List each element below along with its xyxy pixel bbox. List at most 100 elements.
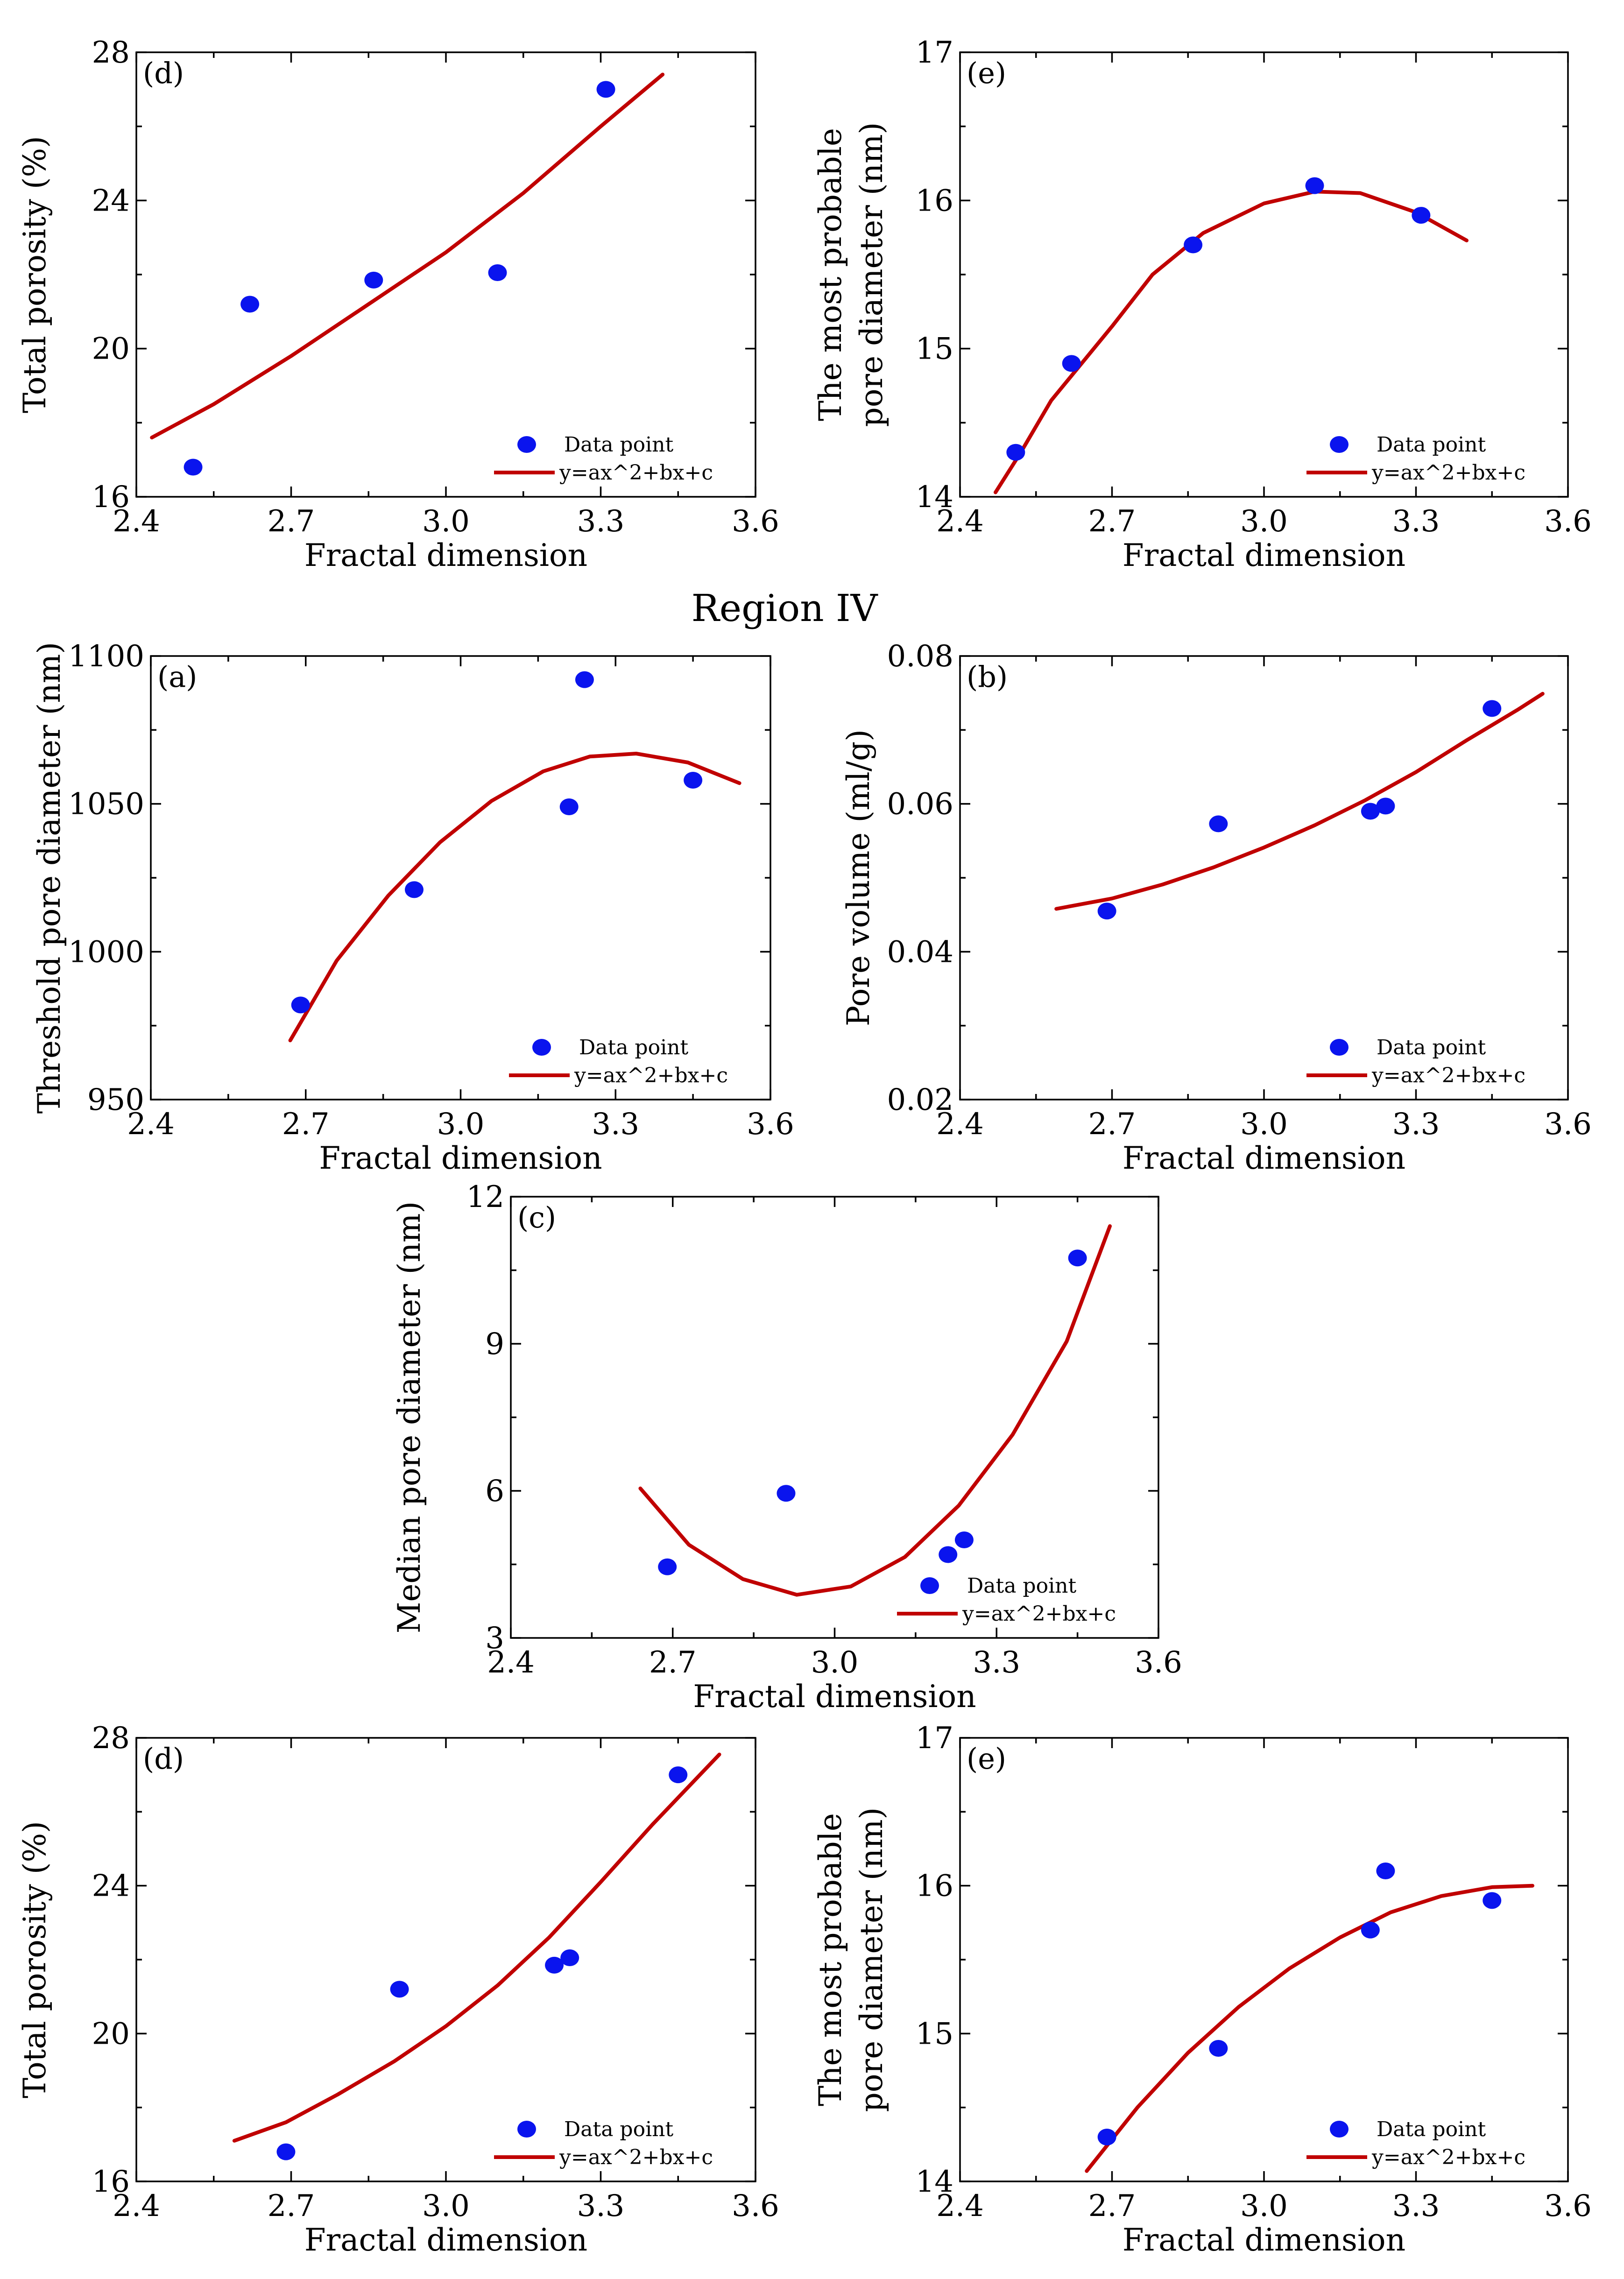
data-point — [488, 264, 507, 282]
legend-fit-label: y=ax^2+bx+c — [1371, 461, 1525, 485]
y-tick-label: 17 — [916, 35, 953, 70]
x-tick-label: 2.7 — [268, 2189, 315, 2223]
x-tick-label: 2.7 — [268, 504, 315, 539]
panel-label: (b) — [967, 660, 1008, 694]
legend-fit-label: y=ax^2+bx+c — [1371, 2145, 1525, 2169]
fit-curve — [232, 1752, 721, 2143]
data-point — [404, 881, 424, 898]
legend-point-label: Data point — [564, 2117, 673, 2141]
y-tick-label: 14 — [916, 2165, 953, 2199]
x-tick-label: 3.3 — [592, 1107, 639, 1142]
y-tick-label: 3 — [485, 1621, 504, 1656]
x-tick-label: 2.4 — [113, 504, 160, 539]
y-tick-label: 9 — [485, 1327, 504, 1362]
data-point — [1376, 797, 1395, 815]
y-tick-label: 15 — [916, 332, 953, 367]
y-tick-label: 1100 — [68, 639, 144, 674]
chart-mid-c: 2.4 2.7 3.0 3.3 3.6 3 6 9 12 Fractal dimension Med… — [391, 1180, 1182, 1715]
x-tick-label: 2.7 — [1088, 504, 1136, 539]
legend-point-marker — [532, 1039, 551, 1056]
x-tick-label: 2.4 — [127, 1107, 175, 1142]
data-point — [560, 1949, 579, 1967]
data-point — [669, 1766, 688, 1784]
y-tick-label: 16 — [916, 183, 953, 218]
y-axis-label: pore diameter (nm) — [854, 1807, 890, 2112]
x-tick-label: 3.3 — [1392, 2189, 1440, 2223]
data-point — [291, 996, 310, 1014]
y-axis-label: Total porosity (%) — [17, 1821, 53, 2098]
data-point — [1209, 815, 1228, 833]
x-tick-label: 3.6 — [732, 504, 779, 539]
y-axis-label: Threshold pore diameter (nm) — [31, 642, 67, 1114]
chart-mid-b: 2.4 2.7 3.0 3.3 3.6 0.02 0.04 0.06 0.08 Fractal d… — [840, 639, 1592, 1176]
legend-fit-label: y=ax^2+bx+c — [559, 2145, 713, 2169]
legend-fit-label: y=ax^2+bx+c — [559, 461, 713, 485]
data-point — [1006, 444, 1025, 461]
data-point — [1068, 1249, 1087, 1267]
fit-curve — [994, 190, 1469, 494]
plot-frame — [150, 655, 771, 1101]
y-tick-label: 14 — [916, 480, 953, 515]
legend-point-label: Data point — [1377, 2117, 1486, 2141]
data-point — [1376, 1863, 1395, 1879]
region-title: Region IV — [692, 586, 878, 630]
y-tick-label: 1000 — [68, 935, 144, 969]
plot-frame — [959, 51, 1569, 498]
y-axis-label: Total porosity (%) — [17, 136, 53, 413]
legend-point-label: Data point — [564, 433, 673, 457]
x-tick-label: 3.0 — [1240, 1107, 1288, 1142]
fit-curve — [638, 1224, 1112, 1597]
y-tick-label: 16 — [916, 1869, 953, 1904]
y-tick-label: 17 — [916, 1721, 953, 1756]
panel-label: (a) — [157, 660, 197, 694]
legend-point-label: Data point — [579, 1036, 688, 1059]
legend-point-label: Data point — [1377, 1036, 1486, 1059]
data-point — [684, 772, 703, 789]
y-axis-label: The most probable — [812, 1813, 848, 2106]
plot-frame — [135, 1737, 756, 2182]
data-point — [1097, 2129, 1116, 2145]
x-tick-label: 3.0 — [1240, 504, 1288, 539]
x-tick-label: 2.4 — [936, 504, 984, 539]
x-tick-label: 3.6 — [1544, 1107, 1592, 1142]
y-tick-label: 20 — [92, 332, 130, 367]
x-tick-label: 3.0 — [422, 504, 470, 539]
x-axis-label: Fractal dimension — [693, 1679, 976, 1715]
data-point — [545, 1956, 564, 1974]
y-tick-label: 0.06 — [887, 787, 954, 822]
legend-point-marker — [1330, 436, 1349, 453]
x-tick-label: 3.3 — [1392, 504, 1440, 539]
x-tick-label: 3.0 — [811, 1645, 859, 1680]
x-axis-label: Fractal dimension — [1123, 537, 1405, 573]
x-tick-label: 2.4 — [487, 1645, 535, 1680]
data-point — [1483, 700, 1502, 717]
data-point — [184, 459, 203, 476]
chart-bot-e: 2.4 2.7 3.0 3.3 3.6 14 15 16 17 Fractal dimension… — [812, 1721, 1592, 2258]
panel-label: (d) — [143, 1742, 184, 1776]
x-tick-label: 2.4 — [936, 1107, 984, 1142]
y-tick-label: 24 — [92, 1869, 130, 1904]
fit-curve — [1085, 1884, 1534, 2173]
x-tick-label: 3.0 — [437, 1107, 485, 1142]
y-axis-label: pore diameter (nm) — [854, 122, 890, 427]
x-tick-label: 2.4 — [113, 2189, 160, 2223]
x-axis-label: Fractal dimension — [1123, 1140, 1405, 1176]
x-tick-label: 3.6 — [1544, 2189, 1592, 2223]
fit-curve — [1054, 691, 1545, 911]
data-point — [1184, 236, 1203, 254]
data-point — [1483, 1892, 1502, 1909]
data-point — [596, 81, 615, 98]
legend-point-marker — [1330, 2121, 1349, 2138]
plot-frame — [959, 655, 1569, 1101]
y-tick-label: 16 — [92, 480, 130, 515]
fit-curve — [150, 72, 665, 440]
y-tick-label: 6 — [485, 1474, 504, 1509]
y-axis-label: The most probable — [812, 128, 848, 421]
y-tick-label: 1050 — [68, 787, 144, 822]
data-point — [364, 271, 383, 289]
chart-top-e: 2.4 2.7 3.0 3.3 3.6 14 15 16 17 Fractal dimension… — [812, 35, 1592, 573]
x-tick-label: 3.3 — [1392, 1107, 1440, 1142]
legend-point-marker — [1330, 1039, 1349, 1056]
legend-point-marker — [920, 1577, 939, 1594]
y-tick-label: 15 — [916, 2017, 953, 2051]
